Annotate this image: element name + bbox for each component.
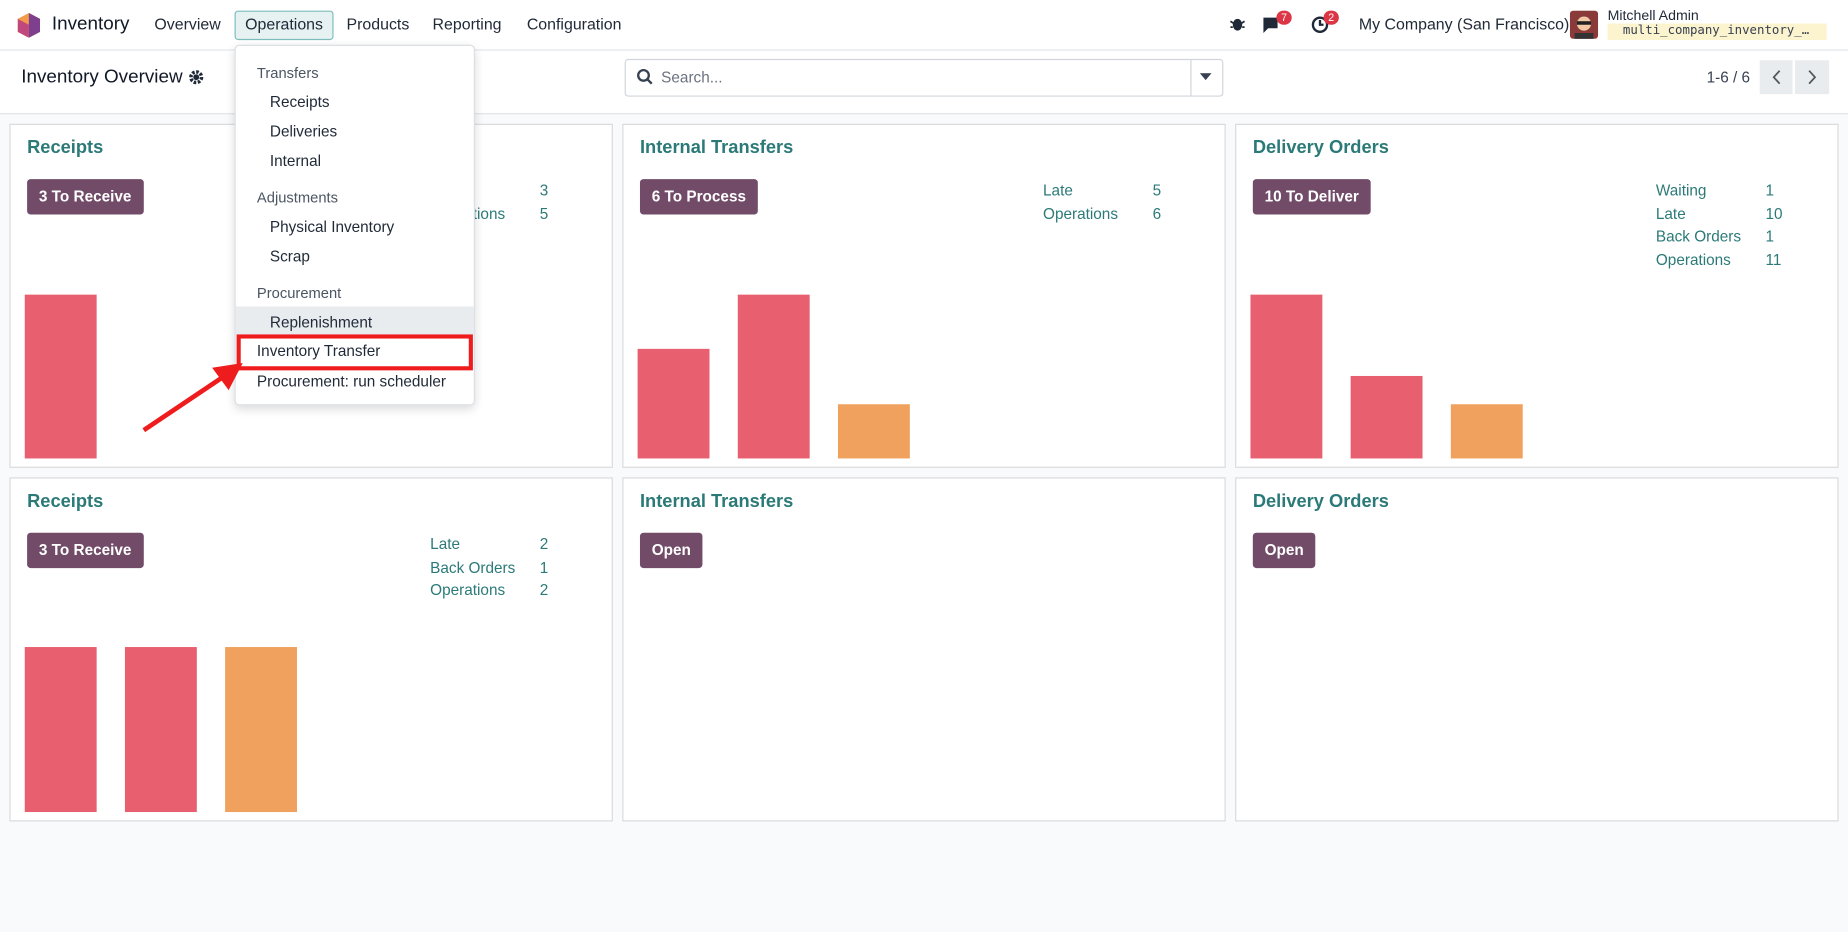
- app-logo: [17, 12, 41, 38]
- card-title[interactable]: Delivery Orders: [1252, 491, 1389, 512]
- card: Receipts 3 To Receive Late 2 Back Orders 1 Ope…: [9, 477, 613, 822]
- card-button[interactable]: 6 To Process: [639, 179, 758, 215]
- stat-value[interactable]: 11: [1765, 250, 1782, 269]
- database-name: multi_company_inventory_…: [1622, 23, 1810, 38]
- dropdown-header: Procurement: [256, 285, 342, 302]
- dropdown-header: Adjustments: [256, 189, 338, 207]
- graph-bar[interactable]: [1250, 294, 1323, 459]
- pager-buttons[interactable]: [1759, 60, 1831, 95]
- dropdown-item[interactable]: Receipts: [269, 93, 330, 111]
- card: Internal Transfers Open: [622, 477, 1226, 822]
- stat-value[interactable]: 1: [1765, 181, 1775, 200]
- card: Delivery Orders Open: [1235, 477, 1839, 822]
- graph-bar[interactable]: [225, 647, 297, 813]
- stat-value[interactable]: 5: [1152, 181, 1162, 200]
- dropdown-item[interactable]: Scrap: [269, 247, 310, 266]
- graph-bar[interactable]: [837, 404, 910, 459]
- avatar[interactable]: [1569, 10, 1599, 39]
- dropdown-item[interactable]: Internal: [269, 152, 322, 170]
- search-toggle[interactable]: [1199, 73, 1212, 81]
- stat-label[interactable]: Operations: [1043, 204, 1118, 223]
- stat-label[interactable]: Late: [1655, 204, 1686, 223]
- card-title[interactable]: Receipts: [27, 491, 104, 512]
- dropdown-item[interactable]: Replenishment: [269, 313, 373, 332]
- card-title[interactable]: Internal Transfers: [639, 491, 794, 512]
- stat-label[interactable]: Late: [430, 535, 461, 553]
- card-button[interactable]: 3 To Receive: [27, 179, 144, 215]
- card: Internal Transfers 6 To Process Late 5 Opera…: [622, 123, 1226, 468]
- chat-icon[interactable]: [1261, 15, 1282, 34]
- stat-label[interactable]: Back Orders: [430, 558, 516, 576]
- card-button[interactable]: 10 To Deliver: [1252, 179, 1371, 215]
- menu-item[interactable]: Overview: [154, 15, 221, 33]
- page-title: Inventory Overview: [21, 67, 183, 88]
- menu-item[interactable]: Configuration: [526, 15, 622, 33]
- stat-value[interactable]: 3: [539, 181, 549, 200]
- stat-label[interactable]: Waiting: [1655, 181, 1707, 200]
- app-name[interactable]: Inventory: [51, 14, 130, 35]
- card-button[interactable]: 3 To Receive: [27, 532, 144, 569]
- card-title[interactable]: Internal Transfers: [639, 137, 794, 158]
- chat-badge: 7: [1276, 10, 1292, 25]
- activity-badge: 2: [1323, 10, 1339, 25]
- dropdown-item[interactable]: Procurement: run scheduler: [256, 372, 446, 391]
- debug-icon[interactable]: [1229, 15, 1246, 31]
- stat-label[interactable]: Late: [1043, 181, 1073, 200]
- card-title[interactable]: Receipts: [27, 137, 104, 158]
- graph-bar[interactable]: [24, 294, 97, 459]
- stat-value[interactable]: 6: [1152, 204, 1162, 223]
- stat-value[interactable]: 5: [539, 204, 549, 223]
- search-icon: [637, 68, 653, 85]
- menu-item[interactable]: Operations: [245, 15, 323, 33]
- database-bg: [1607, 23, 1827, 41]
- activity-icon[interactable]: [1311, 15, 1330, 34]
- menu-item[interactable]: Reporting: [432, 15, 502, 33]
- search-divider: [1190, 60, 1192, 96]
- menu-item[interactable]: Products: [346, 15, 410, 33]
- graph-bar[interactable]: [1450, 404, 1523, 459]
- card: Delivery Orders 10 To Deliver Waiting 1 Late…: [1235, 123, 1839, 468]
- hover-row: [235, 306, 474, 335]
- stat-label[interactable]: Operations: [1655, 250, 1731, 269]
- stat-value[interactable]: 2: [539, 535, 549, 553]
- card-button[interactable]: Open: [1252, 532, 1316, 569]
- navbar: Inventory Overview Operations Products R…: [0, 0, 1848, 51]
- graph-bar[interactable]: [124, 647, 197, 813]
- stat-value[interactable]: 1: [1765, 227, 1775, 246]
- stat-value[interactable]: 10: [1765, 204, 1783, 223]
- stat-label[interactable]: Back Orders: [1655, 227, 1742, 246]
- dropdown-menu: Transfers Receipts Deliveries Internal Adjus…: [234, 44, 475, 406]
- card-title[interactable]: Delivery Orders: [1252, 137, 1389, 158]
- card-button[interactable]: Open: [639, 532, 703, 569]
- dropdown-item[interactable]: Inventory Transfer: [256, 341, 381, 360]
- pager: 1-6 / 6: [1706, 68, 1751, 87]
- stat-label[interactable]: Operations: [430, 581, 506, 599]
- menu-active-bg: [234, 10, 334, 41]
- graph-bar[interactable]: [637, 348, 710, 459]
- company-switcher[interactable]: My Company (San Francisco): [1358, 15, 1570, 33]
- search-box[interactable]: [624, 58, 1224, 97]
- graph-bar[interactable]: [24, 647, 97, 813]
- dropdown-header: Transfers: [256, 64, 319, 82]
- stat-value[interactable]: 2: [539, 581, 549, 599]
- dropdown-item[interactable]: Deliveries: [269, 122, 338, 141]
- graph-bar[interactable]: [1350, 375, 1423, 459]
- dropdown-item[interactable]: Physical Inventory: [269, 218, 395, 236]
- search-placeholder: Search...: [661, 68, 723, 87]
- user-name[interactable]: Mitchell Admin: [1607, 7, 1699, 24]
- stat-value[interactable]: 1: [539, 558, 549, 576]
- settings-icon[interactable]: [189, 70, 204, 85]
- graph-bar[interactable]: [737, 294, 810, 459]
